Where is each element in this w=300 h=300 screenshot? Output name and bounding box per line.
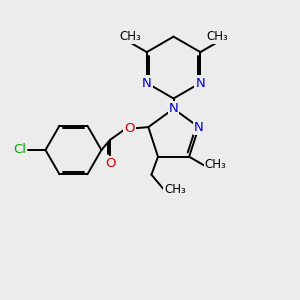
- Text: Cl: Cl: [13, 143, 26, 157]
- Text: O: O: [124, 122, 134, 135]
- Text: CH₃: CH₃: [119, 30, 141, 43]
- Text: N: N: [142, 76, 152, 89]
- Text: CH₃: CH₃: [206, 30, 228, 43]
- Text: N: N: [169, 102, 178, 115]
- Text: CH₃: CH₃: [205, 158, 226, 172]
- Text: CH₃: CH₃: [164, 183, 186, 196]
- Text: N: N: [194, 121, 204, 134]
- Text: N: N: [196, 76, 205, 89]
- Text: O: O: [105, 158, 116, 170]
